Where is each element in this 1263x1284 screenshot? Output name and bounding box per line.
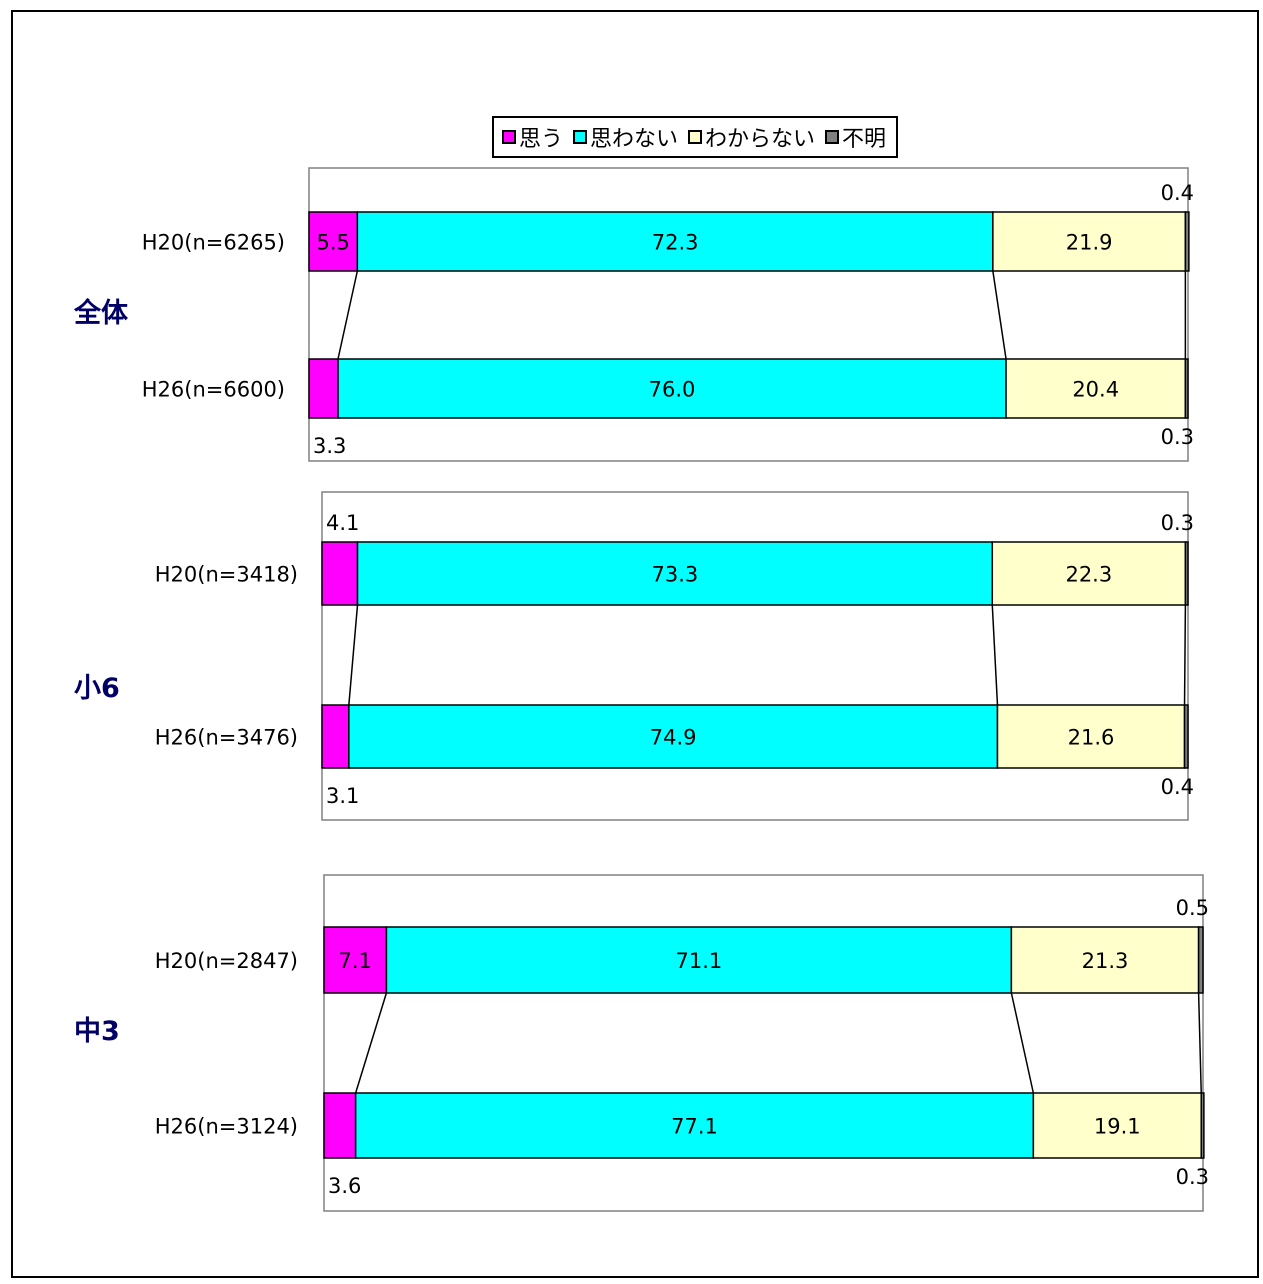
chart-legend: 思う 思わない わからない 不明 bbox=[492, 116, 899, 158]
data-label-outside: 0.3 bbox=[1161, 425, 1194, 449]
row-label: H26(n=3124) bbox=[155, 1115, 298, 1139]
bar-segment bbox=[1197, 926, 1204, 994]
bar-segment bbox=[1183, 704, 1189, 769]
legend-label-omowanai: 思わない bbox=[590, 127, 679, 152]
bar-segment bbox=[323, 1092, 357, 1159]
connector-line bbox=[348, 604, 359, 706]
bar-segment bbox=[323, 926, 388, 994]
data-label-outside: 4.1 bbox=[326, 511, 359, 535]
connector-line bbox=[337, 270, 359, 360]
bar-segment bbox=[991, 541, 1187, 606]
group-label: 中3 bbox=[74, 1016, 120, 1047]
legend-item-omowanai: 思わない bbox=[573, 121, 678, 153]
group-label: 全体 bbox=[73, 297, 129, 329]
data-label: 21.9 bbox=[1066, 231, 1113, 255]
bar-segment bbox=[1184, 358, 1189, 419]
data-label-outside: 0.3 bbox=[1176, 1165, 1209, 1189]
connector-line bbox=[992, 270, 1007, 360]
connector-line bbox=[1197, 992, 1202, 1094]
legend-label-omou: 思う bbox=[519, 127, 564, 152]
bar-segment bbox=[356, 541, 994, 606]
data-label-outside: 0.4 bbox=[1161, 775, 1194, 799]
row-label: H20(n=6265) bbox=[142, 231, 285, 255]
legend-swatch-omou bbox=[502, 130, 516, 144]
bar-segment bbox=[348, 704, 999, 769]
bar-segment bbox=[1010, 926, 1200, 994]
data-label: 22.3 bbox=[1065, 563, 1112, 587]
data-label-outside: 0.5 bbox=[1176, 896, 1209, 920]
data-label-outside: 0.4 bbox=[1161, 181, 1194, 205]
legend-swatch-wakaranai bbox=[688, 130, 703, 144]
bar-segment bbox=[385, 926, 1013, 994]
data-label: 20.4 bbox=[1072, 378, 1119, 402]
bar-segment bbox=[1200, 1092, 1205, 1159]
legend-item-fumei: 不明 bbox=[825, 121, 886, 153]
connector-line bbox=[1010, 992, 1035, 1094]
bar-segment bbox=[308, 358, 339, 419]
bar-segment bbox=[1184, 541, 1189, 606]
bar-segment bbox=[354, 1092, 1035, 1159]
bar-segment bbox=[1184, 211, 1190, 272]
data-label: 71.1 bbox=[676, 949, 723, 973]
data-label: 5.5 bbox=[316, 231, 349, 255]
data-label: 73.3 bbox=[652, 563, 699, 587]
row-label: H26(n=3476) bbox=[155, 726, 298, 750]
row-label: H20(n=3418) bbox=[155, 563, 298, 587]
connector-line bbox=[1183, 604, 1187, 706]
data-label-outside: 3.3 bbox=[313, 434, 346, 458]
bar-segment bbox=[308, 211, 359, 272]
bar-segment bbox=[992, 211, 1187, 272]
legend-item-omou: 思う bbox=[502, 121, 563, 153]
bar-segment bbox=[1005, 358, 1187, 419]
bar-segment bbox=[337, 358, 1007, 419]
data-label: 21.3 bbox=[1082, 949, 1129, 973]
row-label: H26(n=6600) bbox=[142, 378, 285, 402]
bar-segment bbox=[321, 704, 350, 769]
data-label-outside: 3.1 bbox=[326, 784, 359, 808]
data-label: 74.9 bbox=[650, 726, 697, 750]
legend-swatch-omowanai bbox=[573, 130, 588, 144]
group-label: 小6 bbox=[74, 673, 120, 704]
connector-line bbox=[991, 604, 999, 706]
legend-item-wakaranai: わからない bbox=[688, 121, 815, 153]
legend-label-fumei: 不明 bbox=[842, 127, 887, 152]
connector-line bbox=[354, 992, 388, 1094]
bar-segment bbox=[321, 541, 359, 606]
row-label: H20(n=2847) bbox=[155, 949, 298, 973]
data-label: 72.3 bbox=[652, 231, 699, 255]
data-label: 77.1 bbox=[671, 1115, 718, 1139]
data-label: 76.0 bbox=[649, 378, 696, 402]
bar-segment bbox=[1032, 1092, 1202, 1159]
chart-frame bbox=[11, 10, 1259, 1278]
legend-swatch-fumei bbox=[825, 130, 840, 144]
data-label-outside: 3.6 bbox=[328, 1174, 361, 1198]
data-label-outside: 0.3 bbox=[1161, 511, 1194, 535]
legend-label-wakaranai: わからない bbox=[705, 127, 816, 152]
data-label: 19.1 bbox=[1094, 1115, 1141, 1139]
data-label: 7.1 bbox=[339, 949, 372, 973]
plot-area bbox=[321, 491, 1189, 821]
plot-area bbox=[323, 874, 1204, 1212]
data-label: 21.6 bbox=[1068, 726, 1115, 750]
